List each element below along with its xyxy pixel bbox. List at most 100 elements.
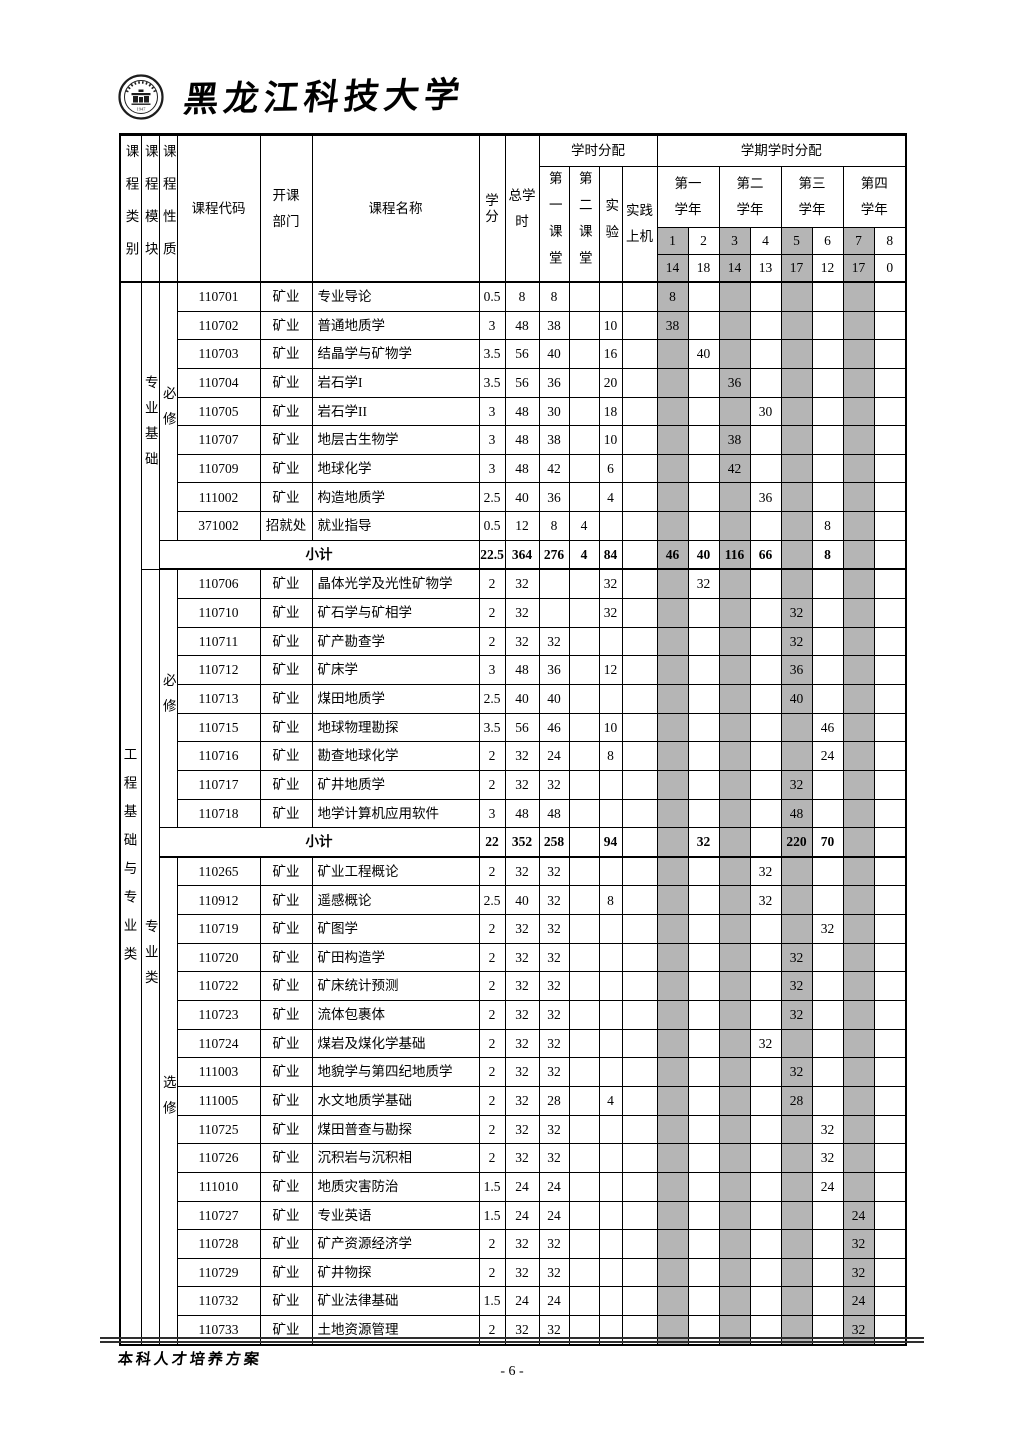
semester-7-cell	[842, 598, 875, 628]
semester-1-cell	[656, 914, 689, 944]
semester-3-cell	[718, 626, 751, 657]
experiment-cell	[598, 1200, 623, 1231]
header-nature: 课程性质	[158, 134, 178, 283]
semester-5-cell	[780, 425, 813, 455]
semester-2-cell	[687, 741, 720, 771]
semester-4-cell: 66	[749, 539, 782, 571]
first-classroom-cell: 32	[538, 1315, 570, 1346]
semester-5-cell	[780, 1257, 813, 1288]
semester-5-cell	[780, 914, 813, 944]
semester-8-cell	[873, 1028, 907, 1059]
course-name-cell: 岩石学I	[311, 367, 480, 398]
semester-6-cell	[811, 367, 844, 398]
credit-cell: 2	[478, 856, 506, 887]
first-classroom-cell: 24	[538, 1200, 570, 1231]
semester-8-cell	[873, 1200, 907, 1231]
credit-cell: 2	[478, 1114, 506, 1145]
semester-4-cell: 32	[749, 856, 782, 887]
practice-cell	[621, 712, 658, 743]
credit-cell: 2	[478, 914, 506, 944]
semester-3-cell	[718, 482, 751, 513]
total-hours-cell: 32	[504, 568, 540, 600]
semester-5-cell	[780, 1114, 813, 1145]
course-dept-cell: 矿业	[259, 626, 313, 657]
semester-5-cell	[780, 1028, 813, 1059]
first-classroom-cell: 32	[538, 856, 570, 887]
course-code-cell: 110712	[176, 655, 261, 685]
header-row-subcolumns: 第一课堂 第二课堂 实验 实践上机 第一学年 第二学年 第三学年 第四学年	[120, 166, 907, 283]
course-name-cell: 矿产勘查学	[311, 626, 480, 657]
course-name-cell: 矿图学	[311, 914, 480, 944]
total-hours-cell: 24	[504, 1200, 540, 1231]
second-classroom-cell: 4	[568, 539, 600, 571]
semester-8-cell	[873, 1000, 907, 1030]
course-dept-cell: 矿业	[259, 798, 313, 829]
total-hours-cell: 32	[504, 971, 540, 1002]
semester-1-cell	[656, 425, 689, 455]
semester-5-cell: 32	[780, 598, 813, 628]
course-code-cell: 110728	[176, 1229, 261, 1259]
semester-8-cell	[873, 310, 907, 341]
header-year-1-label: 第一学年	[674, 176, 702, 217]
header-practice-computer: 实践上机	[621, 166, 658, 283]
semester-7-cell	[842, 367, 875, 398]
course-code-cell: 110912	[176, 885, 261, 916]
course-row: 111010 矿业 地质灾害防治 1.5 24 24 24	[120, 1171, 907, 1202]
semester-3-cell	[718, 598, 751, 628]
semester-4-cell	[749, 1114, 782, 1145]
course-code-cell: 110718	[176, 798, 261, 829]
course-dept-cell: 矿业	[259, 1028, 313, 1059]
experiment-cell: 18	[598, 396, 623, 427]
course-name-cell: 煤田地质学	[311, 683, 480, 714]
course-code-cell: 110703	[176, 339, 261, 369]
course-row: 111003 矿业 地貌学与第四纪地质学 2 32 32 32	[120, 1057, 907, 1087]
course-name-cell: 煤田普查与勘探	[311, 1114, 480, 1145]
semester-6-cell: 8	[811, 539, 844, 571]
semester-7-cell	[842, 1143, 875, 1173]
experiment-cell: 20	[598, 367, 623, 398]
semester-5-cell: 40	[780, 683, 813, 714]
semester-5-cell	[780, 539, 813, 571]
credit-cell: 2	[478, 568, 506, 600]
credit-cell: 3.5	[478, 367, 506, 398]
semester-3-cell	[718, 568, 751, 600]
credit-cell: 1.5	[478, 1171, 506, 1202]
first-classroom-cell	[538, 568, 570, 600]
second-classroom-cell	[568, 425, 600, 455]
course-dept-cell: 矿业	[259, 1000, 313, 1030]
semester-1-cell	[656, 1200, 689, 1231]
nature-cell: 必修	[158, 280, 178, 541]
course-dept-cell: 矿业	[259, 339, 313, 369]
first-classroom-cell: 36	[538, 367, 570, 398]
total-hours-cell: 32	[504, 1085, 540, 1116]
semester-2-cell	[687, 1085, 720, 1116]
course-code-cell: 111010	[176, 1171, 261, 1202]
semester-8-cell	[873, 1315, 907, 1346]
semester-1-cell	[656, 827, 689, 858]
semester-6-cell	[811, 971, 844, 1002]
second-classroom-cell	[568, 1114, 600, 1145]
header-weeks-5: 17	[780, 254, 813, 283]
first-classroom-cell: 24	[538, 1171, 570, 1202]
course-code-cell: 110710	[176, 598, 261, 628]
course-code-cell: 110713	[176, 683, 261, 714]
module-cell: 专业类	[140, 568, 160, 1346]
experiment-cell: 12	[598, 655, 623, 685]
semester-1-cell	[656, 1000, 689, 1030]
semester-7-cell	[842, 655, 875, 685]
header-year-2-label: 第二学年	[736, 176, 764, 217]
semester-5-cell	[780, 1171, 813, 1202]
course-code-cell: 110732	[176, 1286, 261, 1317]
practice-cell	[621, 1114, 658, 1145]
course-row: 110704 矿业 岩石学I 3.5 56 36 20 36	[120, 367, 907, 398]
second-classroom-cell	[568, 914, 600, 944]
course-row: 110733 矿业 土地资源管理 2 32 32 32	[120, 1315, 907, 1346]
experiment-cell	[598, 1114, 623, 1145]
semester-3-cell	[718, 396, 751, 427]
course-code-cell: 111002	[176, 482, 261, 513]
semester-1-cell	[656, 769, 689, 800]
header-practice-label: 实践上机	[626, 203, 653, 244]
second-classroom-cell	[568, 367, 600, 398]
semester-8-cell	[873, 1085, 907, 1116]
course-row: 110717 矿业 矿井地质学 2 32 32 32	[120, 769, 907, 800]
